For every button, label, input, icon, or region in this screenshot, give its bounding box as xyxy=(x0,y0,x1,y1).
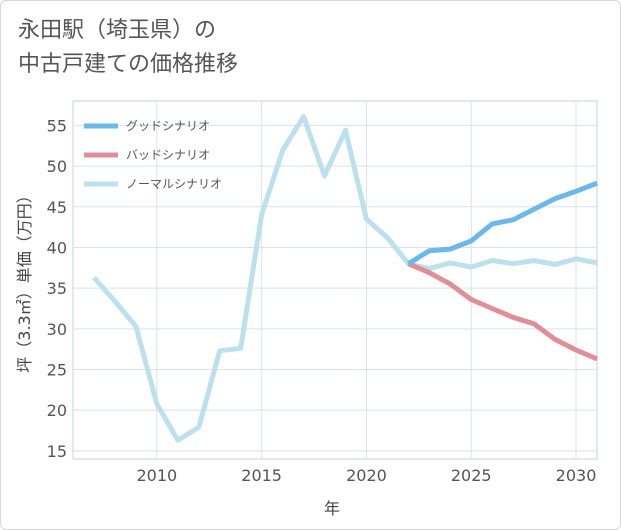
y-tick-label: 30 xyxy=(47,320,67,339)
legend-label-2: ノーマルシナリオ xyxy=(126,177,222,191)
x-tick-label: 2020 xyxy=(346,466,387,485)
y-axis-label: 坪（3.3㎡）単価（万円） xyxy=(15,187,34,372)
chart-title: 永田駅（埼玉県）の 中古戸建ての価格推移 xyxy=(18,14,238,82)
y-tick-label: 35 xyxy=(47,279,67,298)
x-tick-label: 2030 xyxy=(556,466,597,485)
legend-label-0: グッドシナリオ xyxy=(126,119,210,133)
y-tick-label: 55 xyxy=(47,116,67,135)
y-tick-label: 45 xyxy=(47,198,67,217)
series-lines xyxy=(92,114,598,443)
x-tick-label: 2015 xyxy=(241,466,282,485)
series-line-0 xyxy=(407,180,598,266)
chart-title-line-1: 永田駅（埼玉県）の xyxy=(18,18,217,43)
y-tick-label: 15 xyxy=(47,442,67,461)
series-line-1 xyxy=(407,261,598,362)
plot-area xyxy=(72,100,598,460)
y-tick-label: 40 xyxy=(47,238,67,257)
x-tick-label: 2010 xyxy=(136,466,177,485)
series-line-2 xyxy=(92,114,598,443)
x-axis-label: 年 xyxy=(324,499,340,518)
y-tick-label: 25 xyxy=(47,361,67,380)
legend-label-1: バッドシナリオ xyxy=(126,148,210,162)
chart-title-line-2: 中古戸建ての価格推移 xyxy=(18,52,239,77)
y-tick-label: 20 xyxy=(47,401,67,420)
x-tick-label: 2025 xyxy=(451,466,492,485)
y-tick-label: 50 xyxy=(47,157,67,176)
